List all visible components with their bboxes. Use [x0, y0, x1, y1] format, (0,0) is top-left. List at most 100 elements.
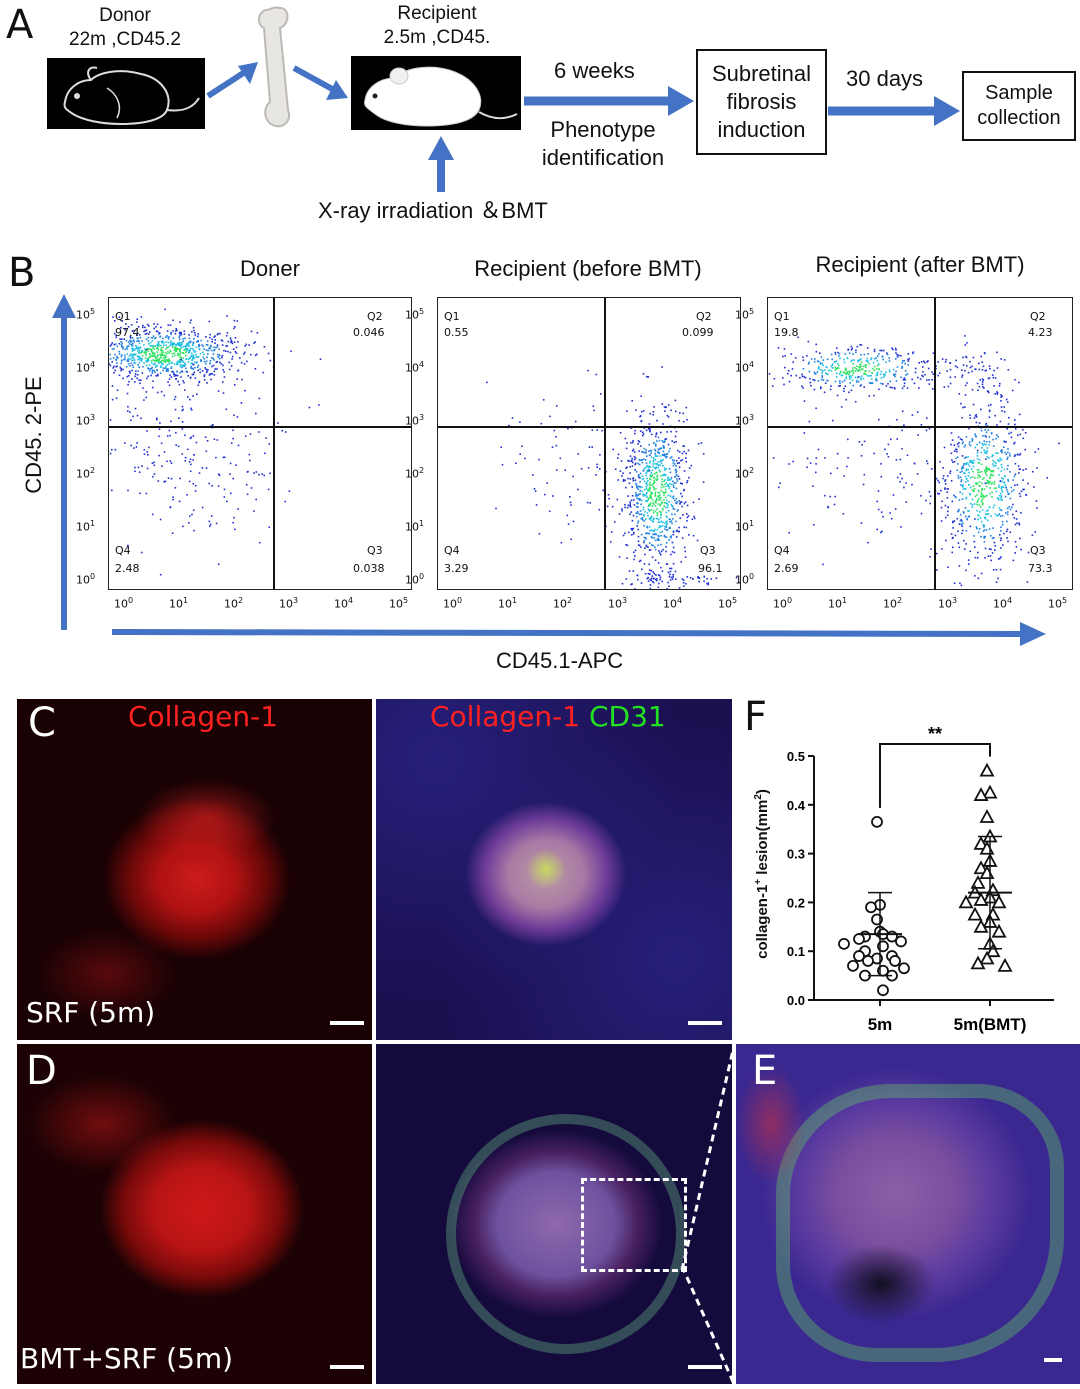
data-point	[967, 906, 983, 921]
recipient-line2: 2.5m ,CD45.	[383, 27, 491, 48]
x-tick-label: 104	[334, 596, 354, 611]
gate-q1: Q1	[115, 310, 131, 323]
gate-q3: Q3	[367, 544, 383, 557]
collagen-image-bmt	[17, 1044, 372, 1384]
data-point	[979, 762, 995, 777]
recipient-label: Recipient 2.5m ,CD45.	[352, 2, 522, 50]
scale-bar	[688, 1021, 722, 1025]
x-tick-label: 102	[553, 596, 573, 611]
gate-q4-value: 3.29	[444, 562, 469, 575]
panel-label-b: B	[8, 250, 36, 296]
arrow-to-sample	[828, 96, 960, 126]
flow-plot-before-bmt: Q1 0.55 Q2 0.099 Q4 3.29 Q3 96.1	[437, 297, 741, 590]
phenotype-line1: Phenotype	[550, 117, 656, 142]
femur-bone-icon	[258, 6, 290, 128]
y-axis-title-sup: +	[753, 878, 764, 885]
x-tick-label: 104	[663, 596, 683, 611]
data-point	[973, 860, 989, 875]
white-mouse-icon	[364, 66, 518, 127]
x-tick-label: 101	[498, 596, 518, 611]
x-tick-label: 105	[718, 596, 738, 611]
panel-label-d: D	[26, 1048, 57, 1094]
gate-q4: Q4	[774, 544, 790, 557]
panel-label-a: A	[6, 2, 34, 48]
data-point	[865, 901, 877, 914]
scale-bar	[330, 1365, 364, 1369]
y-tick-label: 105	[735, 307, 755, 322]
panel-label-c: C	[28, 700, 56, 746]
x-tick-label: 101	[828, 596, 848, 611]
flow-dots	[768, 335, 1060, 587]
y-axis-title-mid: lesion(mm	[754, 799, 771, 879]
gate-q1: Q1	[774, 310, 790, 323]
scale-bar	[330, 1021, 364, 1025]
mouse-outline-icon	[63, 66, 200, 126]
y-tick-label: 0.0	[787, 993, 805, 1008]
data-point	[991, 923, 1007, 938]
y-tick-label: 100	[76, 572, 96, 587]
panel-label-e: E	[752, 1048, 778, 1094]
sample-line1: Sample	[985, 82, 1053, 104]
zoom-guide-lines	[680, 1045, 736, 1385]
scatter-chart: 0.0 0.1 0.2 0.3 0.4 0.5 5m 5m(BMT) **	[787, 724, 1054, 1034]
y-tick-label: 105	[405, 307, 425, 322]
flow-plot-after-bmt: Q1 19.8 Q2 4.23 Q4 2.69 Q3 73.3	[767, 297, 1073, 590]
arrow-xray-up	[428, 136, 454, 192]
arrow-donor-to-bone	[206, 62, 258, 99]
cd31-label: CD31	[588, 700, 666, 733]
x-tick-label: 105	[389, 596, 409, 611]
merged-label: Collagen-1 CD31	[430, 700, 666, 733]
data-point	[838, 937, 850, 950]
y-tick-label: 0.2	[787, 895, 805, 910]
zoomed-merged-image	[736, 1044, 1080, 1384]
gate-q2: Q2	[367, 310, 383, 323]
y-tick-label: 104	[735, 360, 755, 375]
srf-caption: SRF (5m)	[26, 996, 156, 1029]
subretinal-line1: Subretinal	[711, 61, 812, 86]
gate-q3-value: 0.038	[353, 562, 385, 575]
collagen-label-left: Collagen-1	[128, 700, 279, 733]
xray-label: X-ray irradiation ＆BMT	[318, 198, 548, 223]
recipient-mouse-image	[351, 56, 521, 130]
y-axis-title-sup2: 2	[753, 794, 764, 800]
merged-image-bmt	[376, 1044, 732, 1384]
data-point	[958, 894, 974, 909]
y-tick-label: 103	[76, 413, 96, 428]
y-tick-label: 102	[405, 466, 425, 481]
x-tick-label: 100	[443, 596, 463, 611]
flow-title-before: Recipient (before BMT)	[474, 256, 702, 281]
y-axis-title-main: collagen-1	[754, 884, 771, 959]
gate-q3: Q3	[1030, 544, 1046, 557]
data-point	[853, 950, 865, 962]
y-axis-arrow	[52, 294, 76, 630]
y-tick-label: 0.4	[787, 798, 806, 813]
x-tick-label: 103	[938, 596, 958, 611]
data-point	[853, 933, 865, 945]
donor-label: Donor 22m ,CD45.2	[60, 4, 190, 52]
x-tick-label: 100	[114, 596, 134, 611]
gate-q3-value: 96.1	[698, 562, 723, 575]
y-axis-label: CD45. 2-PE	[21, 376, 46, 494]
y-tick-label: 101	[735, 519, 755, 534]
gate-q1-value: 0.55	[444, 326, 469, 339]
data-point	[895, 935, 907, 948]
donor-line1: Donor	[99, 5, 151, 26]
flow-dots	[486, 366, 740, 589]
gate-q1-value: 19.8	[774, 326, 799, 339]
x-tick-label: 5m	[868, 1015, 893, 1034]
subretinal-line2: fibrosis	[726, 89, 797, 114]
flow-title-after: Recipient (after BMT)	[815, 252, 1025, 277]
recipient-line1: Recipient	[397, 3, 477, 24]
data-point	[973, 787, 989, 801]
data-point	[862, 955, 874, 967]
gate-q4-value: 2.48	[115, 562, 140, 575]
data-point	[877, 984, 889, 997]
data-point	[973, 835, 989, 850]
significance-label: **	[928, 724, 942, 744]
y-tick-label: 104	[76, 360, 96, 375]
x-tick-label: 102	[224, 596, 244, 611]
data-point	[970, 955, 986, 970]
panel-label-f: F	[744, 694, 768, 740]
gate-q4: Q4	[115, 544, 131, 557]
y-tick-label: 101	[405, 519, 425, 534]
